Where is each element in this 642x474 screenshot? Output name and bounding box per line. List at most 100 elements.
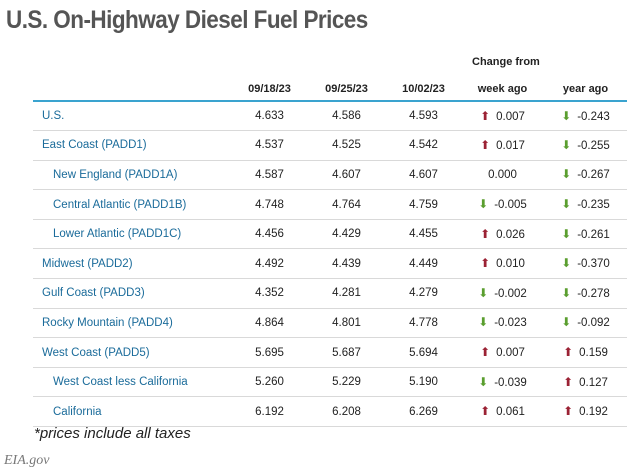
region-name-cell: Central Atlantic (PADD1B) [53,198,187,211]
table-row: Midwest (PADD2) 4.492 4.439 4.449 ⬆ 0.010 ⬇ -0.… [33,249,627,279]
year-change-cell: ⬇ -0.243 [544,101,627,131]
arrow-down-icon: ⬇ [478,315,489,330]
week-change-value: 0.017 [496,139,525,152]
price-cell-2: 5.687 [332,346,361,359]
price-cell-3: 4.607 [409,168,438,181]
year-change-value: -0.370 [577,258,610,271]
price-cell-1: 5.695 [255,346,284,359]
arrow-up-icon: ⬆ [480,137,491,152]
table-row: Rocky Mountain (PADD4) 4.864 4.801 4.778 ⬇ -0… [33,308,627,338]
price-cell-3: 5.694 [409,346,438,359]
year-change-cell: ⬇ -0.235 [544,190,627,220]
week-change-cell: ⬆ 0.061 [461,397,544,427]
header-region [33,78,232,101]
year-change-value: -0.092 [577,317,610,330]
header-date-3: 10/02/23 [402,83,445,95]
price-cell-2: 4.281 [332,287,361,300]
region-name-cell: East Coast (PADD1) [42,139,147,152]
price-cell-3: 4.593 [409,110,438,123]
year-change-value: 0.127 [579,376,608,389]
table-row: U.S. 4.633 4.586 4.593 ⬆ 0.007 ⬇ -0.243 [33,101,627,131]
price-cell-1: 4.587 [255,168,284,181]
arrow-down-icon: ⬇ [478,285,489,300]
arrow-down-icon: ⬇ [561,285,572,300]
year-change-cell: ⬆ 0.127 [544,367,627,397]
year-change-cell: ⬇ -0.267 [544,160,627,190]
header-date-2: 09/25/23 [325,83,368,95]
week-change-cell: ⬇ -0.039 [461,367,544,397]
price-cell-2: 5.229 [332,376,361,389]
price-cell-3: 6.269 [409,405,438,418]
year-change-value: 0.159 [579,347,608,360]
region-name-cell: Rocky Mountain (PADD4) [42,316,173,329]
arrow-up-icon: ⬆ [480,256,491,271]
change-from-label: Change from [472,56,540,68]
year-change-value: -0.243 [577,110,610,123]
price-cell-3: 4.449 [409,257,438,270]
price-cell-2: 6.208 [332,405,361,418]
week-change-cell: ⬇ -0.005 [461,190,544,220]
week-change-value: -0.039 [494,376,527,389]
year-change-value: -0.278 [577,287,610,300]
region-name-cell: Midwest (PADD2) [42,257,133,270]
arrow-up-icon: ⬆ [480,226,491,241]
year-change-value: 0.192 [579,406,608,419]
year-change-cell: ⬇ -0.278 [544,279,627,309]
region-name-cell: West Coast less California [53,376,188,389]
year-change-value: -0.261 [577,228,610,241]
price-cell-3: 4.455 [409,228,438,241]
page-title: U.S. On-Highway Diesel Fuel Prices [6,6,368,34]
week-change-value: -0.023 [494,317,527,330]
price-cell-1: 4.492 [255,257,284,270]
price-cell-3: 5.190 [409,376,438,389]
week-change-value: -0.005 [494,199,527,212]
header-date-1: 09/18/23 [248,83,291,95]
table-row: West Coast less California 5.260 5.229 5.19… [33,367,627,397]
header-week-ago: week ago [477,83,528,95]
table-row: Central Atlantic (PADD1B) 4.748 4.764 4.759… [33,190,627,220]
price-cell-1: 4.537 [255,139,284,152]
week-change-value: 0.026 [496,228,525,241]
footnote: *prices include all taxes [34,425,191,442]
week-change-cell: ⬆ 0.007 [461,338,544,368]
table-row: East Coast (PADD1) 4.537 4.525 4.542 ⬆ 0.017 ⬇… [33,131,627,161]
price-cell-2: 4.764 [332,198,361,211]
region-name-cell: Gulf Coast (PADD3) [42,287,145,300]
arrow-down-icon: ⬇ [478,374,489,389]
year-change-value: -0.235 [577,199,610,212]
price-cell-2: 4.525 [332,139,361,152]
week-change-cell: ⬆ 0.017 [461,131,544,161]
arrow-up-icon: ⬆ [480,345,491,360]
year-change-cell: ⬆ 0.192 [544,397,627,427]
arrow-down-icon: ⬇ [561,197,572,212]
week-change-cell: ⬇ -0.023 [461,308,544,338]
region-name-cell: California [53,405,102,418]
week-change-cell: 0.000 [461,160,544,190]
week-change-cell: ⬆ 0.026 [461,219,544,249]
table-row: California 6.192 6.208 6.269 ⬆ 0.061 ⬆ 0.192 [33,397,627,427]
year-change-cell: ⬇ -0.255 [544,131,627,161]
arrow-up-icon: ⬆ [480,404,491,419]
price-cell-1: 4.456 [255,228,284,241]
week-change-value: 0.061 [496,406,525,419]
table-header-row: 09/18/23 09/25/23 10/02/23 week ago year… [33,78,627,101]
price-cell-3: 4.778 [409,316,438,329]
arrow-down-icon: ⬇ [561,315,572,330]
arrow-up-icon: ⬆ [480,108,491,123]
price-cell-3: 4.279 [409,287,438,300]
region-name-cell: West Coast (PADD5) [42,346,150,359]
price-cell-2: 4.607 [332,168,361,181]
table-row: Gulf Coast (PADD3) 4.352 4.281 4.279 ⬇ -0.002… [33,279,627,309]
price-cell-1: 4.352 [255,287,284,300]
week-change-value: 0.007 [496,110,525,123]
week-change-value: 0.007 [496,347,525,360]
year-change-cell: ⬇ -0.092 [544,308,627,338]
week-change-cell: ⬆ 0.010 [461,249,544,279]
arrow-up-icon: ⬆ [563,345,574,360]
table-row: New England (PADD1A) 4.587 4.607 4.607 0.000… [33,160,627,190]
price-cell-3: 4.759 [409,198,438,211]
week-change-value: 0.000 [488,168,517,181]
region-name-cell: Lower Atlantic (PADD1C) [53,228,182,241]
year-change-cell: ⬇ -0.370 [544,249,627,279]
week-change-value: -0.002 [494,287,527,300]
